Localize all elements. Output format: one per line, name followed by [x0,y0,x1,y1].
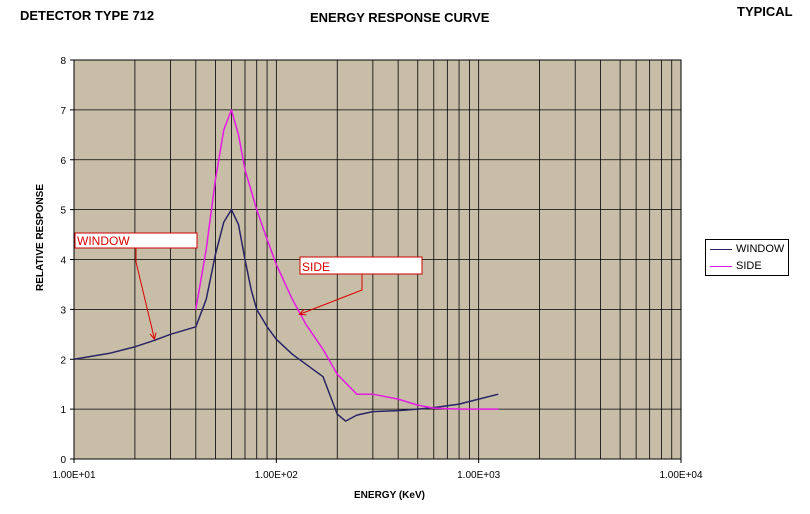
annotation-label-side: SIDE [302,260,330,274]
annotation-arrowhead-side [298,308,307,316]
y-axis-label: RELATIVE RESPONSE [35,184,46,291]
y-tick-label: 1 [60,405,66,416]
annotation-arrow-window [135,248,155,340]
y-tick-label: 3 [60,305,66,316]
x-tick-label: 1.00E+01 [52,470,96,481]
legend-item-side: SIDE [710,259,786,273]
legend-swatch-window [710,249,732,250]
typical-label: TYPICAL [737,4,793,19]
annotation-arrow-side [299,274,363,315]
annotation-label-window: WINDOW [77,234,130,248]
x-axis-label: ENERGY (KeV) [354,490,425,501]
y-tick-label: 5 [60,206,66,217]
annotation-arrowhead-window [149,332,157,341]
annotation-box-side [299,256,423,275]
y-tick-label: 0 [60,455,66,466]
series-line-window [73,208,499,422]
legend-swatch-side [710,266,732,267]
y-tick-label: 8 [60,56,66,67]
series-line-side [195,109,499,410]
legend-label-window: WINDOW [736,243,785,255]
detector-type-title: DETECTOR TYPE 712 [20,8,155,23]
x-tick-label: 1.00E+04 [659,470,703,481]
legend-item-window: WINDOW [710,242,786,256]
y-tick-label: 2 [60,355,66,366]
chart-legend: WINDOW SIDE [705,239,789,276]
x-tick-label: 1.00E+02 [255,470,299,481]
legend-label-side: SIDE [736,260,762,272]
y-tick-label: 7 [60,106,66,117]
y-tick-label: 6 [60,156,66,167]
chart-title: ENERGY RESPONSE CURVE [310,10,490,25]
x-tick-label: 1.00E+03 [457,470,501,481]
y-tick-label: 4 [60,256,66,267]
